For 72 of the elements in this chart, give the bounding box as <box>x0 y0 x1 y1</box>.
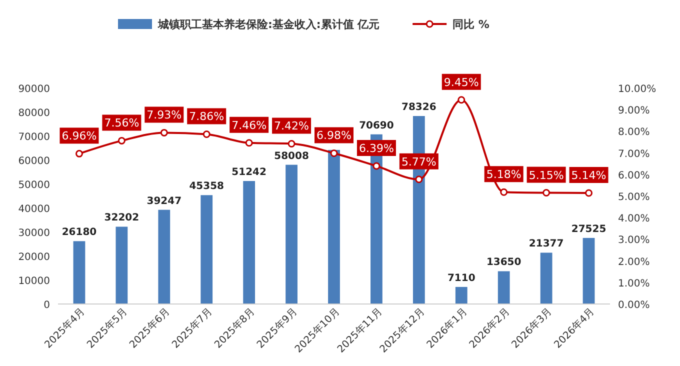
data-label: 39247 <box>146 196 182 207</box>
point <box>75 150 83 158</box>
data-label: 7110 <box>447 272 476 284</box>
y2-tick-label: 6.00% <box>618 170 650 182</box>
point <box>118 136 126 144</box>
bar <box>200 195 213 304</box>
bar <box>116 226 128 304</box>
bar <box>286 164 298 304</box>
y-tick-label: 60000 <box>18 156 50 167</box>
legend-label: 城镇职工基本养老保险:基金收入:累计值 亿元 <box>157 18 380 31</box>
y-tick-label: 80000 <box>18 108 50 119</box>
bar <box>243 181 256 304</box>
point <box>245 139 253 147</box>
data-label: 58008 <box>274 150 309 162</box>
point <box>542 189 550 197</box>
y-tick-label: 50000 <box>18 180 50 191</box>
y-tick-label: 90000 <box>18 84 50 95</box>
data-label: 5.14% <box>571 168 606 182</box>
data-label: 7.42% <box>274 120 310 133</box>
y-tick-label: 20000 <box>18 252 50 263</box>
data-label: 32202 <box>104 212 140 224</box>
point <box>415 176 423 184</box>
point <box>330 149 338 157</box>
bar <box>73 241 86 304</box>
bar <box>582 238 595 304</box>
point <box>160 128 168 136</box>
y2-tick-label: 4.00% <box>618 214 650 225</box>
data-label: 7.86% <box>189 110 224 124</box>
y-tick-label: 70000 <box>18 132 50 143</box>
point <box>585 189 593 197</box>
y2-tick-label: 3.00% <box>618 235 650 246</box>
bar <box>328 150 340 304</box>
data-label: 5.18% <box>486 168 522 182</box>
y-tick-label: 40000 <box>18 204 50 215</box>
y-tick-label: 10000 <box>18 276 50 287</box>
data-label: 70690 <box>359 120 394 132</box>
y2-tick-label: 9.00% <box>618 106 650 117</box>
bar <box>158 210 170 304</box>
point <box>458 96 466 104</box>
y2-tick-label: 5.00% <box>618 192 650 203</box>
y-tick-label: 0 <box>44 300 50 311</box>
data-label: 5.15% <box>528 168 564 182</box>
bar <box>498 271 510 304</box>
y2-tick-label: 2.00% <box>618 256 650 268</box>
point <box>500 188 508 196</box>
point <box>288 140 296 148</box>
data-label: 78326 <box>402 102 436 114</box>
data-label: 45358 <box>189 181 224 192</box>
point <box>202 130 210 138</box>
y2-tick-label: 0.00% <box>618 300 650 311</box>
bar <box>455 286 468 304</box>
data-label: 21377 <box>528 238 564 250</box>
data-label: 6.39% <box>358 142 394 155</box>
y2-tick-label: 10.00% <box>618 84 656 95</box>
y2-tick-label: 1.00% <box>618 278 650 290</box>
legend-label: 同比 % <box>452 18 490 31</box>
data-label: 7.46% <box>232 118 267 132</box>
data-label: 51242 <box>232 167 267 178</box>
bar <box>540 252 552 304</box>
data-label: 13650 <box>486 257 522 268</box>
y2-tick-label: 7.00% <box>618 148 650 160</box>
data-label: 9.45% <box>444 76 479 89</box>
data-label: 7.56% <box>104 116 140 130</box>
data-label: 5.77% <box>401 155 436 168</box>
data-label: 6.98% <box>316 129 352 142</box>
data-label: 7.93% <box>146 108 182 122</box>
y-tick-label: 30000 <box>18 228 50 239</box>
data-label: 6.96% <box>62 130 97 143</box>
data-label: 27525 <box>571 224 606 235</box>
data-label: 26180 <box>62 227 97 238</box>
point <box>372 162 380 170</box>
y2-tick-label: 8.00% <box>618 127 650 138</box>
